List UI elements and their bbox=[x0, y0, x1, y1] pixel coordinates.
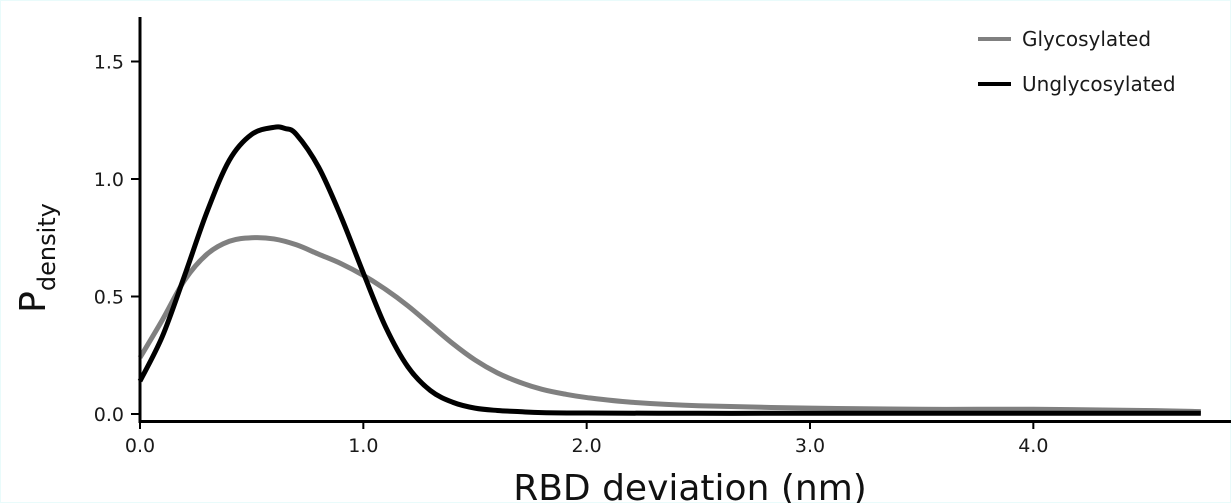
series-line-glycosylated bbox=[137, 235, 1201, 415]
x-axis-title: RBD deviation (nm) bbox=[513, 468, 867, 503]
y-tick-label: 0.5 bbox=[94, 287, 124, 309]
y-tick-label: 0.0 bbox=[94, 404, 124, 426]
legend-label-unglycosylated: Unglycosylated bbox=[1022, 72, 1176, 96]
x-tick-label: 1.0 bbox=[348, 435, 378, 457]
legend-label-glycosylated: Glycosylated bbox=[1022, 27, 1151, 51]
y-tick-label: 1.5 bbox=[94, 52, 124, 74]
y-tick-label: 1.0 bbox=[94, 169, 124, 191]
legend: Glycosylated Unglycosylated bbox=[978, 27, 1176, 96]
y-axis-title-main: P bbox=[13, 291, 54, 313]
ticks-layer: 0.0 1.0 2.0 3.0 4.0 0.0 0.5 1.0 1.5 bbox=[94, 52, 1049, 458]
x-tick-label: 3.0 bbox=[795, 435, 825, 457]
y-axis-title-subscript: density bbox=[33, 203, 61, 291]
x-tick-label: 2.0 bbox=[572, 435, 602, 457]
y-axis-title: Pdensity bbox=[13, 203, 61, 313]
series-line-unglycosylated bbox=[137, 124, 1201, 416]
x-tick-label: 0.0 bbox=[125, 435, 155, 457]
x-tick-label: 4.0 bbox=[1018, 435, 1048, 457]
svg-text:Pdensity: Pdensity bbox=[13, 203, 61, 313]
axes-layer bbox=[138, 17, 1231, 423]
series-layer bbox=[137, 124, 1201, 416]
